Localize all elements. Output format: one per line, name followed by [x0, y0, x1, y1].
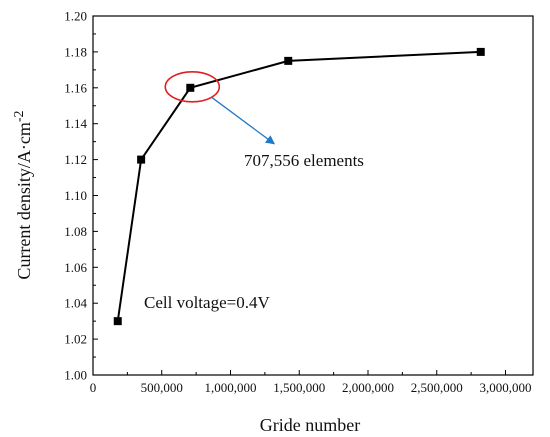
- x-tick-label: 1,500,000: [273, 380, 325, 395]
- y-tick-label: 1.18: [64, 44, 87, 59]
- y-tick-label: 1.00: [64, 368, 87, 383]
- data-point: [284, 56, 293, 65]
- y-axis-title-text: Current density/A·cm: [14, 122, 34, 279]
- series-line: [116, 50, 481, 322]
- x-tick-label: 0: [90, 380, 97, 395]
- data-point: [476, 47, 485, 56]
- highlight-arrow: [211, 97, 276, 145]
- y-tick-label: 1.04: [64, 296, 87, 311]
- y-tick-label: 1.08: [64, 224, 87, 239]
- plot-frame: [92, 15, 534, 376]
- y-tick-label: 1.10: [64, 188, 87, 203]
- y-axis-title: Current density/A·cm-2: [12, 110, 34, 279]
- y-tick-label: 1.14: [64, 116, 87, 131]
- y-tick-label: 1.16: [64, 80, 87, 95]
- highlight-label: 707,556 elements: [244, 151, 364, 170]
- x-axis-title: Gride number: [260, 415, 360, 435]
- y-tick-label: 1.20: [64, 9, 87, 24]
- x-tick-label: 1,000,000: [205, 380, 257, 395]
- x-tick-label: 2,000,000: [342, 380, 394, 395]
- y-axis-title-exponent: -2: [12, 110, 27, 122]
- x-tick-label: 3,000,000: [480, 380, 532, 395]
- data-point: [186, 83, 195, 92]
- y-tick-label: 1.12: [64, 152, 87, 167]
- data-point: [113, 317, 122, 326]
- annotation-cell-voltage: Cell voltage=0.4V: [144, 293, 270, 312]
- highlight-ellipse: [164, 71, 221, 103]
- y-tick-label: 1.06: [64, 260, 87, 275]
- x-tick-label: 500,000: [141, 380, 183, 395]
- x-tick-label: 2,500,000: [411, 380, 463, 395]
- data-point: [137, 155, 146, 164]
- y-tick-label: 1.02: [64, 332, 87, 347]
